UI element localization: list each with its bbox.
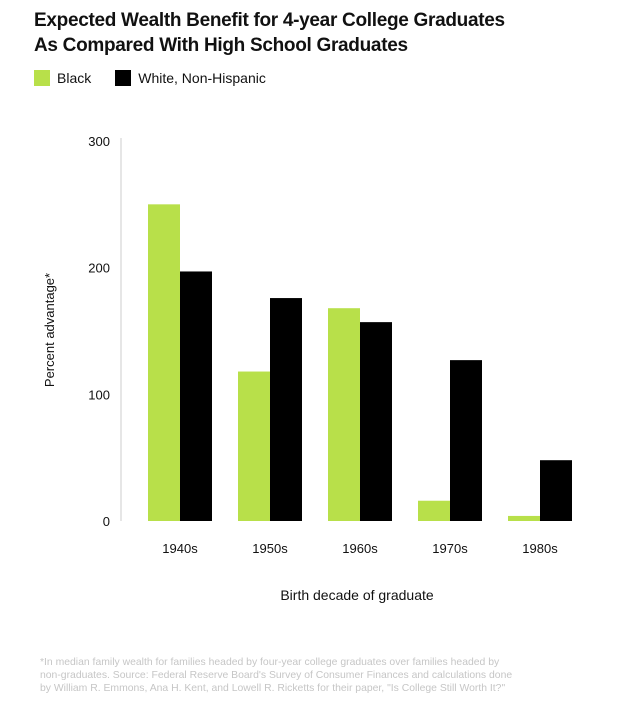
y-axis-ticks: 0 100 200 300 (88, 134, 110, 529)
bar-white-1970s (450, 360, 482, 521)
x-tick-label: 1950s (252, 541, 288, 556)
chart-title-line-1: Expected Wealth Benefit for 4-year Colle… (34, 10, 505, 31)
bar-white-1980s (540, 460, 572, 521)
y-tick-label: 300 (88, 134, 110, 149)
footnote-line-3: by William R. Emmons, Ana H. Kent, and L… (40, 683, 506, 694)
bar-white-1950s (270, 298, 302, 521)
x-axis-ticks: 1940s 1950s 1960s 1970s 1980s (162, 541, 558, 556)
bar-black-1960s (328, 308, 360, 521)
y-tick-label: 100 (88, 387, 110, 402)
legend-swatch-black (34, 70, 50, 86)
legend-item-white: White, Non-Hispanic (115, 70, 266, 86)
bar-black-1970s (418, 500, 450, 521)
chart-title-line-2: As Compared With High School Graduates (34, 35, 408, 56)
chart-footnote: *In median family wealth for families he… (40, 656, 610, 695)
x-tick-label: 1960s (342, 541, 378, 556)
x-axis-title: Birth decade of graduate (280, 587, 434, 603)
legend-item-black: Black (34, 70, 91, 86)
footnote-line-1: *In median family wealth for families he… (40, 657, 500, 668)
y-tick-label: 0 (103, 514, 110, 529)
legend-label-black: Black (57, 70, 92, 86)
y-axis-title: Percent advantage* (42, 273, 57, 387)
x-tick-label: 1980s (522, 541, 558, 556)
x-tick-label: 1940s (162, 541, 198, 556)
bar-white-1960s (360, 322, 392, 521)
legend-swatch-white (115, 70, 132, 86)
chart-legend: Black White, Non-Hispanic (34, 69, 290, 87)
chart-title: Expected Wealth Benefit for 4-year Colle… (34, 8, 604, 58)
bars (148, 204, 572, 522)
y-tick-label: 200 (88, 261, 110, 276)
legend-label-white: White, Non-Hispanic (138, 70, 266, 86)
x-tick-label: 1970s (432, 541, 468, 556)
bar-black-1980s (508, 515, 540, 521)
bar-black-1940s (148, 204, 180, 522)
bar-white-1940s (180, 271, 212, 521)
bar-black-1950s (238, 371, 270, 521)
footnote-line-2: non-graduates. Source: Federal Reserve B… (40, 670, 513, 681)
